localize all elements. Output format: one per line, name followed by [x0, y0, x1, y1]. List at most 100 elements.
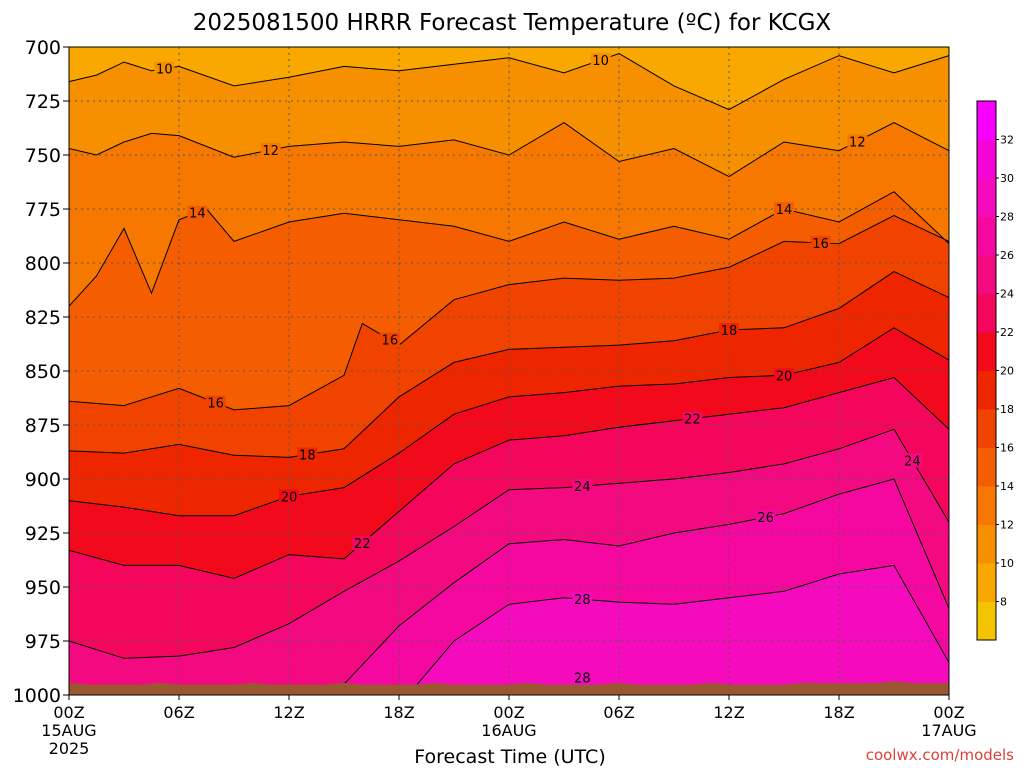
x-tick-label: 12Z — [713, 703, 744, 722]
isotherm-label: 28 — [574, 672, 591, 687]
isotherm-label: 24 — [904, 454, 921, 469]
isotherm-label-bg — [590, 52, 611, 67]
y-tick-label: 950 — [25, 577, 61, 599]
pressure-axis: 700 725 750 775 800 825 850 875 900 925 950 975 1000 — [13, 37, 69, 707]
y-tick-label: 725 — [25, 91, 61, 113]
isotherm-label: 14 — [776, 203, 793, 218]
colorbar-tick-label: 10 — [1000, 557, 1014, 570]
isotherm-label-bg — [297, 447, 318, 462]
isotherm-label: 10 — [592, 54, 609, 69]
x-tick-date-label: 17AUG — [921, 721, 976, 740]
isotherm-line-26 — [343, 478, 950, 685]
band-28 — [417, 565, 949, 695]
colorbar-swatch — [977, 293, 996, 333]
isotherm-label-bg — [572, 479, 593, 494]
x-tick-year-label: 2025 — [49, 739, 90, 758]
colorbar-swatch — [977, 524, 996, 564]
isotherm-label-bg — [774, 368, 794, 383]
isotherm-label-bg — [774, 202, 794, 216]
colorbar-swatch — [977, 178, 996, 217]
colorbar-tick-label: 14 — [1000, 480, 1014, 493]
isotherm-label-bg — [572, 670, 593, 685]
isotherm-label-bg — [205, 395, 226, 410]
isotherm-label: 16 — [812, 237, 829, 252]
isotherm-label: 20 — [281, 490, 298, 505]
isotherm-label: 18 — [299, 449, 316, 464]
colorbar-swatch — [977, 563, 996, 602]
isotherm-label-bg — [810, 235, 831, 250]
colorbar-swatch — [977, 101, 996, 140]
isotherm-label-bg — [755, 510, 776, 525]
isotherm-line-28 — [416, 564, 950, 685]
y-tick-label: 900 — [25, 469, 61, 491]
colorbar-tick-label: 12 — [1000, 519, 1014, 532]
isotherm-label: 12 — [849, 135, 866, 150]
colorbar-swatch — [977, 447, 996, 487]
y-tick-label: 775 — [25, 199, 61, 221]
isotherm-line-24 — [68, 428, 950, 659]
colorbar-swatch — [977, 255, 996, 294]
isotherm-label: 26 — [757, 511, 774, 526]
y-tick-label: 825 — [25, 307, 61, 329]
colorbar-swatch — [977, 409, 996, 448]
colorbar-swatch — [977, 216, 996, 256]
x-axis-label: Forecast Time (UTC) — [414, 746, 605, 768]
isotherm-label: 10 — [156, 63, 173, 78]
isotherm-line-18 — [68, 271, 950, 458]
isotherm-label-bg — [719, 322, 739, 337]
x-tick-date-label: 16AUG — [481, 721, 536, 740]
isotherm-label: 20 — [776, 369, 793, 384]
x-tick-date-label: 15AUG — [41, 721, 96, 740]
x-tick-label: 00Z — [53, 703, 84, 722]
colorbar-tick-label: 16 — [1000, 442, 1014, 455]
isotherm-label-bg — [352, 536, 373, 551]
ground-surface — [69, 681, 949, 695]
isotherm-lines — [68, 52, 950, 685]
colorbar-legend: 8 10 12 14 16 18 20 22 24 26 28 30 32 — [976, 100, 1014, 641]
isotherm-label: 28 — [574, 593, 591, 608]
y-tick-label: 875 — [25, 415, 61, 437]
colorbar-swatch — [977, 332, 996, 371]
isotherm-label: 22 — [354, 537, 371, 552]
ground-fill — [69, 681, 949, 695]
y-tick-label: 850 — [25, 361, 61, 383]
isotherm-label-bg — [847, 134, 868, 149]
colorbar-tick-label: 32 — [1000, 134, 1014, 147]
x-tick-label: 06Z — [163, 703, 194, 722]
colorbar-tick-label: 18 — [1000, 403, 1014, 416]
isotherm-label-bg — [379, 332, 400, 347]
colorbar-tick-label: 22 — [1000, 326, 1014, 339]
isotherm-label: 14 — [189, 207, 206, 222]
colorbar-tick-label: 8 — [1000, 596, 1007, 609]
colorbar-swatch — [977, 601, 996, 641]
colorbar-swatch — [977, 370, 996, 410]
colorbar-swatch — [977, 139, 996, 179]
colorbar-swatch — [977, 486, 996, 525]
colorbar-tick-label: 20 — [1000, 365, 1014, 378]
x-tick-label: 18Z — [383, 703, 414, 722]
y-tick-label: 1000 — [13, 685, 61, 707]
isotherm-label-bg — [279, 489, 299, 504]
isotherm-label-bg — [682, 411, 703, 426]
chart-title: 2025081500 HRRR Forecast Temperature (ºC… — [193, 10, 832, 36]
isotherm-line-10 — [68, 52, 950, 111]
isotherm-labels: 10 10 12 12 14 14 16 16 16 18 18 20 20 22 22 24 24 26 28 28 — [154, 52, 923, 687]
y-tick-label: 800 — [25, 253, 61, 275]
colorbar-tick-label: 26 — [1000, 249, 1014, 262]
grid-lines — [69, 47, 949, 695]
credit-text: coolwx.com/models — [866, 746, 1014, 764]
isotherm-line-22 — [68, 376, 950, 579]
isotherm-label-bg — [260, 142, 281, 157]
x-tick-label: 00Z — [493, 703, 524, 722]
isotherm-label: 12 — [262, 144, 279, 159]
y-tick-label: 750 — [25, 145, 61, 167]
y-tick-label: 975 — [25, 631, 61, 653]
isotherm-label: 16 — [207, 397, 224, 412]
isotherm-label: 18 — [721, 324, 738, 339]
isotherm-label: 16 — [382, 334, 399, 349]
isotherm-line-12 — [68, 122, 950, 178]
x-tick-label: 18Z — [823, 703, 854, 722]
isotherm-label-bg — [154, 61, 175, 76]
